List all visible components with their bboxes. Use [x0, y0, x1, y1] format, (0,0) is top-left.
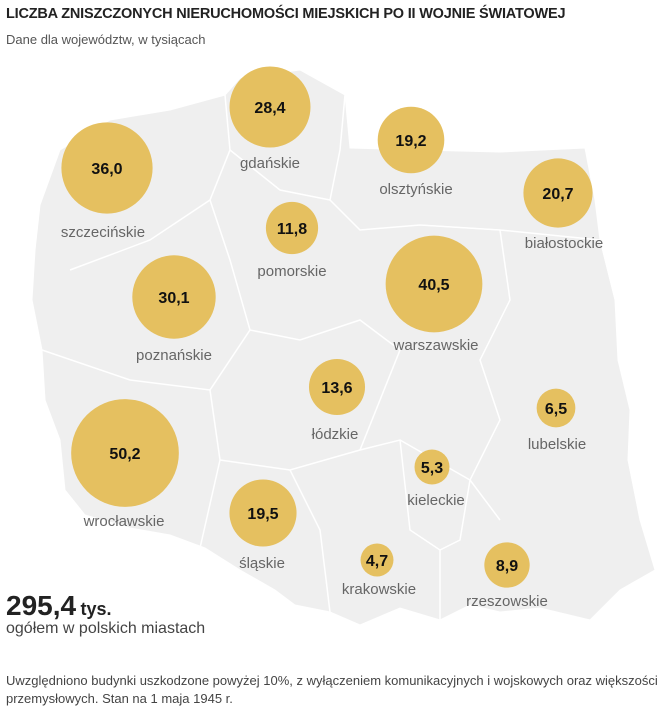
bubble-7: [308, 358, 366, 416]
total-unit: tys.: [80, 599, 112, 619]
bubble-8: [536, 388, 576, 428]
region-name-label: lubelskie: [528, 436, 586, 453]
bubble-10: [414, 449, 450, 485]
bubble-value-label: 19,2: [395, 133, 426, 150]
region-name-label: kieleckie: [407, 492, 465, 509]
bubble-layer: 36,0 szczecińskie 28,4 gdańskie 19,2 olsztyńs…: [61, 66, 603, 610]
region-name-label: gdańskie: [240, 155, 300, 172]
bubble-value-label: 28,4: [254, 100, 285, 117]
region-name-label: szczecińskie: [61, 224, 145, 241]
region-name-label: olsztyńskie: [379, 181, 452, 198]
bubble-2: [377, 106, 445, 174]
bubble-value-label: 20,7: [542, 186, 573, 203]
bubble-value-label: 5,3: [421, 460, 443, 477]
bubble-value-label: 30,1: [158, 290, 189, 307]
bubble-4: [265, 201, 319, 255]
bubble-value-label: 4,7: [366, 553, 388, 570]
bubble-value-label: 40,5: [418, 277, 449, 294]
bubble-6: [385, 235, 483, 333]
bubble-value-label: 8,9: [496, 558, 518, 575]
total-value: 295,4: [6, 590, 77, 621]
bubble-9: [71, 399, 179, 507]
total-description: ogółem w polskich miastach: [6, 620, 206, 637]
total-summary: 295,4 tys. ogółem w polskich miastach: [6, 590, 205, 638]
bubble-0: [61, 122, 153, 214]
region-name-label: śląskie: [239, 555, 285, 572]
bubble-value-label: 6,5: [545, 401, 567, 418]
region-name-label: rzeszowskie: [466, 593, 548, 610]
region-borders: [41, 94, 601, 620]
region-name-label: krakowskie: [342, 581, 416, 598]
bubble-value-label: 13,6: [321, 380, 352, 397]
chart-subtitle: Dane dla województw, w tysiącach: [6, 32, 206, 47]
bubble-12: [360, 543, 394, 577]
bubble-value-label: 19,5: [247, 506, 278, 523]
bubble-5: [132, 255, 216, 339]
region-name-label: poznańskie: [136, 347, 212, 364]
region-name-label: białostockie: [525, 235, 603, 252]
region-name-label: warszawskie: [392, 337, 478, 354]
bubble-3: [523, 158, 593, 228]
bubble-1: [229, 66, 311, 148]
region-name-label: wrocławskie: [83, 513, 165, 530]
region-name-label: pomorskie: [257, 263, 326, 280]
bubble-13: [484, 542, 530, 588]
bubble-11: [229, 479, 297, 547]
bubble-value-label: 36,0: [91, 161, 122, 178]
chart-title: LICZBA ZNISZCZONYCH NIERUCHOMOŚCI MIEJSK…: [6, 6, 566, 22]
region-name-label: łódzkie: [312, 426, 359, 443]
footnote: Uwzględniono budynki uszkodzone powyżej …: [6, 673, 658, 706]
bubble-value-label: 50,2: [109, 446, 140, 463]
bubble-value-label: 11,8: [277, 221, 307, 238]
